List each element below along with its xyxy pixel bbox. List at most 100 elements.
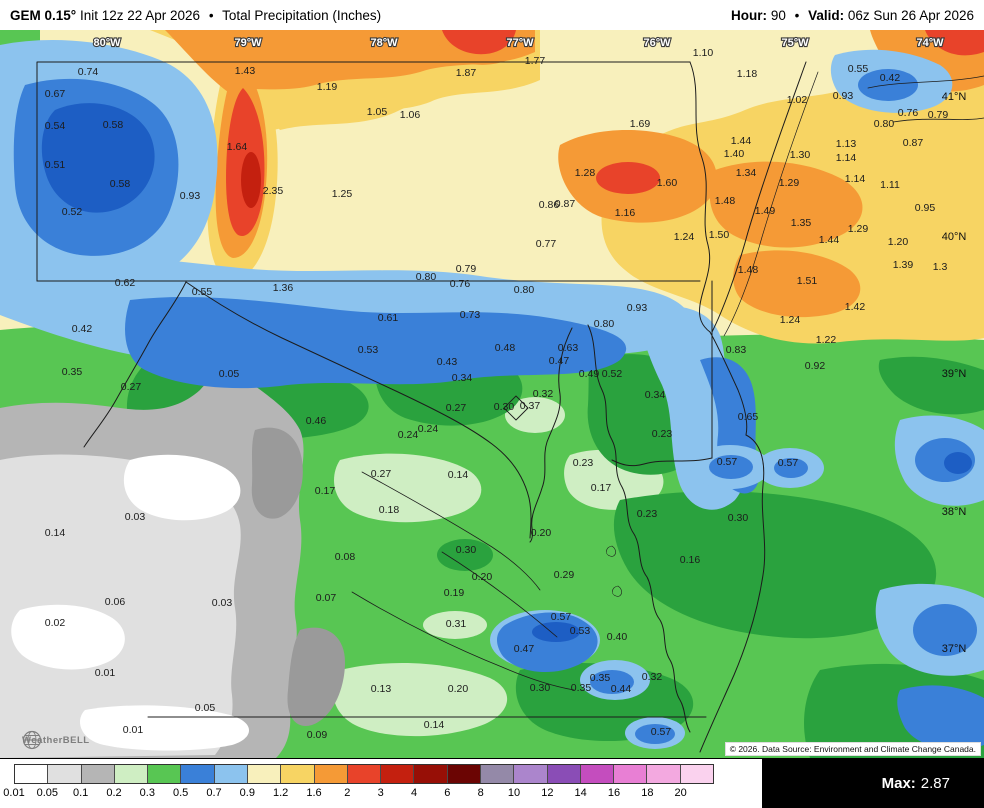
legend-tick-label: 0.05 bbox=[36, 787, 59, 799]
precip-value-label: 1.50 bbox=[709, 229, 730, 241]
longitude-label: 74°W bbox=[916, 37, 944, 49]
precip-value-label: 0.09 bbox=[307, 729, 328, 741]
precip-value-label: 1.29 bbox=[779, 177, 800, 189]
precip-value-label: 1.64 bbox=[227, 141, 248, 153]
precip-value-label: 0.61 bbox=[378, 312, 399, 324]
precip-value-label: 1.36 bbox=[273, 282, 294, 294]
precip-value-label: 0.43 bbox=[437, 356, 458, 368]
precip-value-label: 0.32 bbox=[642, 671, 663, 683]
precip-value-label: 1.44 bbox=[819, 234, 840, 246]
latitude-label: 38°N bbox=[942, 506, 967, 518]
legend-color-segment bbox=[281, 765, 315, 783]
precip-value-label: 0.30 bbox=[456, 544, 477, 556]
precip-value-label: 0.92 bbox=[805, 360, 826, 372]
legend-color-segment bbox=[48, 765, 82, 783]
precip-value-label: 0.29 bbox=[554, 569, 575, 581]
latitude-label: 41°N bbox=[942, 91, 967, 103]
precip-value-label: 1.48 bbox=[715, 195, 736, 207]
precip-value-label: 1.34 bbox=[736, 167, 757, 179]
longitude-label: 78°W bbox=[370, 37, 398, 49]
precip-value-label: 0.20 bbox=[472, 571, 493, 583]
legend-color-segment bbox=[514, 765, 548, 783]
color-scale-ticks: 0.01 0.05 0.1 0.2 0.3 0.5 0.7 0.9 1.2 1.6 2 3 4 6 8 10 1… bbox=[3, 787, 734, 803]
variable-name: Total Precipitation (Inches) bbox=[222, 7, 382, 23]
legend-tick-label: 0.2 bbox=[106, 787, 122, 799]
precip-value-label: 1.16 bbox=[615, 207, 636, 219]
precip-value-label: 1.11 bbox=[880, 179, 900, 191]
precip-value-label: 0.65 bbox=[738, 411, 759, 423]
precip-value-label: 1.14 bbox=[845, 173, 866, 185]
legend-color-segment bbox=[347, 765, 382, 783]
precip-value-label: 0.03 bbox=[212, 597, 233, 609]
latitude-label: 39°N bbox=[942, 368, 967, 380]
precip-value-label: 0.52 bbox=[62, 206, 83, 218]
precip-value-label: 0.76 bbox=[450, 278, 471, 290]
precip-value-label: 0.42 bbox=[880, 72, 901, 84]
precip-value-label: 1.39 bbox=[893, 259, 914, 271]
legend-color-segment bbox=[580, 765, 615, 783]
legend-color-segment bbox=[148, 765, 182, 783]
precip-contours bbox=[0, 30, 984, 758]
precip-value-label: 1.05 bbox=[367, 106, 388, 118]
precip-value-label: 0.79 bbox=[928, 109, 949, 121]
valid-info: Hour: 90 • Valid: 06z Sun 26 Apr 2026 bbox=[731, 8, 974, 23]
precip-value-label: 0.80 bbox=[514, 284, 535, 296]
precip-value-label: 0.55 bbox=[192, 286, 213, 298]
precip-value-label: 0.55 bbox=[848, 63, 869, 75]
precip-value-label: 0.35 bbox=[590, 672, 611, 684]
precip-value-label: 1.43 bbox=[235, 65, 256, 77]
precip-value-label: 0.19 bbox=[444, 587, 465, 599]
precip-value-label: 0.52 bbox=[602, 368, 623, 380]
legend-tick-label: 0.7 bbox=[206, 787, 222, 799]
legend-tick-label: 0.01 bbox=[3, 787, 25, 799]
precip-value-label: 0.23 bbox=[637, 508, 658, 520]
precip-value-label: 0.80 bbox=[594, 318, 615, 330]
legend-color-segment bbox=[81, 765, 115, 783]
legend-tick-label: 1.2 bbox=[273, 787, 289, 799]
legend-color-segment bbox=[614, 765, 648, 783]
legend-tick-label: 2 bbox=[344, 787, 351, 799]
precip-value-label: 0.77 bbox=[536, 238, 557, 250]
precip-value-label: 1.18 bbox=[737, 68, 758, 80]
precip-value-label: 0.47 bbox=[514, 643, 535, 655]
map-labels-layer: 0.74 0.67 1.43 1.19 1.05 1.06 1.87 1.77 1.69 1.28… bbox=[45, 36, 967, 741]
precip-value-label: 1.06 bbox=[400, 109, 421, 121]
precip-value-label: 0.20 bbox=[531, 527, 552, 539]
precip-value-label: 0.18 bbox=[379, 504, 400, 516]
legend-tick-label: 20 bbox=[674, 787, 687, 799]
legend-color-segment bbox=[480, 765, 515, 783]
precip-value-label: 0.07 bbox=[316, 592, 337, 604]
precip-value-label: 1.40 bbox=[724, 148, 745, 160]
precip-value-label: 0.93 bbox=[180, 190, 201, 202]
precip-value-label: 0.47 bbox=[549, 355, 570, 367]
precip-value-label: 0.35 bbox=[62, 366, 83, 378]
legend-color-segment bbox=[114, 765, 149, 783]
precip-value-label: 0.20 bbox=[448, 683, 469, 695]
init-time: Init 12z 22 Apr 2026 bbox=[79, 7, 201, 23]
precip-value-label: 1.51 bbox=[797, 275, 818, 287]
valid-value: 06z Sun 26 Apr 2026 bbox=[847, 7, 974, 23]
weatherbell-logo: WeatherBELL bbox=[22, 730, 90, 750]
state-and-coast-boundaries bbox=[36, 61, 984, 753]
legend-color-segment bbox=[181, 765, 215, 783]
precip-value-label: 0.23 bbox=[652, 428, 673, 440]
precip-value-label: 0.17 bbox=[315, 485, 336, 497]
precip-value-label: 0.58 bbox=[110, 178, 131, 190]
logo-text: WeatherBELL bbox=[22, 735, 90, 746]
precip-value-label: 0.03 bbox=[125, 511, 146, 523]
precip-value-label: 0.01 bbox=[95, 667, 116, 679]
precip-map: 0.74 0.67 1.43 1.19 1.05 1.06 1.87 1.77 1.69 1.28… bbox=[0, 30, 984, 758]
valid-label: Valid: bbox=[808, 7, 845, 23]
precip-value-label: 0.83 bbox=[726, 344, 747, 356]
precip-value-label: 0.23 bbox=[573, 457, 594, 469]
precip-value-label: 1.24 bbox=[780, 314, 801, 326]
hour-value: 90 bbox=[770, 7, 786, 23]
precip-value-label: 1.25 bbox=[332, 188, 353, 200]
precip-value-label: 0.58 bbox=[103, 119, 124, 131]
bullet-separator: • bbox=[794, 7, 800, 23]
max-value-box: Max: 2.87 bbox=[762, 759, 984, 808]
precip-value-label: 1.49 bbox=[755, 205, 776, 217]
precip-value-label: 0.93 bbox=[627, 302, 648, 314]
longitude-label: 75°W bbox=[781, 37, 809, 49]
legend-color-segment bbox=[15, 765, 49, 783]
